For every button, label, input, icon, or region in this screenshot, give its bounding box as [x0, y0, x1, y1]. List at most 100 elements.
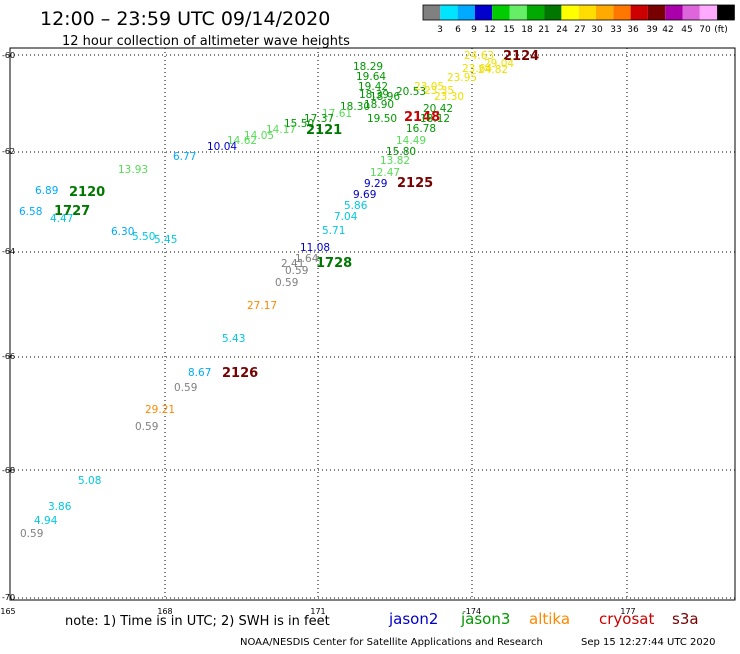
wave-height-label: 14.62	[227, 135, 257, 147]
legend-label: 42	[662, 25, 673, 35]
wave-height-label: 18.96	[370, 91, 400, 103]
wave-height-label: 0.59	[275, 277, 298, 289]
legend-label: 24	[556, 25, 568, 35]
legend-label: (ft)	[714, 25, 728, 35]
legend-label: 70	[699, 25, 711, 35]
color-legend: 3 6 9 12 15 18 21 24 27 30 33 36 39 42 45 70 (ft)	[422, 4, 735, 35]
wave-height-label: 9.29	[364, 178, 387, 190]
observation-time-label: 2120	[69, 185, 105, 200]
wave-height-label: 8.67	[188, 367, 211, 379]
observation-time-label: 2125	[397, 176, 433, 191]
legend-label: 36	[627, 25, 639, 35]
latitude-label: -66	[2, 352, 15, 361]
wave-height-label: 23.30	[434, 91, 464, 103]
wave-height-label: 18.90	[364, 99, 394, 111]
legend-label: 6	[455, 25, 461, 35]
legend-label: 27	[574, 25, 585, 35]
wave-height-label: 0.59	[174, 382, 197, 394]
wave-height-label: 19.50	[367, 113, 397, 125]
wave-height-label: 4.94	[34, 515, 58, 527]
satellite-name: cryosat	[599, 610, 654, 628]
wave-height-label: 18.29	[353, 61, 383, 73]
observation-time-label: 2121	[306, 123, 342, 138]
wave-height-label: 19.42	[358, 81, 388, 93]
wave-height-label: 12.47	[370, 167, 400, 179]
wave-height-label: 23.95	[447, 72, 477, 84]
wave-height-label: 11.08	[300, 242, 330, 254]
wave-height-label: 2.41	[281, 258, 304, 270]
wave-height-label: 5.71	[322, 225, 345, 237]
legend-label: 39	[646, 25, 658, 35]
legend-swatch	[457, 5, 475, 20]
legend-swatch	[509, 5, 527, 20]
wave-height-label: 29.21	[145, 404, 175, 416]
legend-swatch	[440, 5, 458, 20]
longitude-label: 165	[0, 607, 15, 616]
legend-swatch	[613, 5, 631, 20]
wave-height-label: 24.63	[464, 50, 494, 62]
legend-swatch	[492, 5, 510, 20]
wave-height-label: 6.58	[19, 206, 42, 218]
longitude-label: 171	[310, 607, 325, 616]
legend-swatch	[665, 5, 683, 20]
legend-swatch	[699, 5, 718, 20]
wave-height-label: 5.45	[154, 234, 177, 246]
legend-swatch	[682, 5, 700, 20]
observation-time-label: 2148	[404, 110, 440, 125]
satellite-name: s3a	[672, 610, 699, 628]
wave-height-label: 14.05	[244, 130, 274, 142]
latitude-labels: -60 -62 -64 -66 -68 -70	[2, 51, 15, 602]
wave-height-label: 1.64	[295, 253, 319, 265]
legend-label: 45	[681, 25, 692, 35]
wave-height-label: 18.30	[340, 101, 370, 113]
observation-time-label: 1728	[316, 256, 352, 271]
legend-swatch	[544, 5, 562, 20]
wave-height-label: 23.35	[424, 85, 454, 97]
wave-height-label: 5.08	[78, 475, 101, 487]
wave-height-label: 5.86	[344, 200, 368, 212]
legend-label: 12	[484, 25, 495, 35]
latitude-label: -70	[2, 593, 15, 602]
footer-note: note: 1) Time is in UTC; 2) SWH is in fe…	[65, 614, 330, 629]
legend-swatch	[561, 5, 579, 20]
wave-height-label: 17.61	[322, 108, 352, 120]
legend-label: 15	[503, 25, 514, 35]
longitude-labels: 165 168 171 -174 177	[0, 607, 635, 616]
legend-swatch	[423, 5, 441, 20]
wave-height-label: 13.82	[380, 155, 410, 167]
legend-label: 9	[471, 25, 477, 35]
wave-height-label: 5.43	[222, 333, 245, 345]
wave-height-label: 0.59	[135, 421, 158, 433]
wave-height-label: 14.17	[266, 124, 296, 136]
legend-label: 21	[538, 25, 549, 35]
wave-height-label: 24.82	[478, 64, 508, 76]
wave-height-label: 4.47	[50, 213, 73, 225]
satellite-name: jason3	[460, 610, 510, 628]
wave-height-label: 27.17	[247, 300, 277, 312]
observation-time-label: 2126	[222, 366, 258, 381]
page-title: 12:00 – 23:59 UTC 09/14/2020	[40, 8, 330, 30]
wave-height-label: 17.37	[304, 113, 334, 125]
satellite-name: altika	[529, 610, 570, 628]
longitude-label: -174	[463, 607, 481, 616]
wave-height-label: 15.50	[284, 118, 314, 130]
longitude-label: 177	[620, 607, 635, 616]
footer-credit: NOAA/NESDIS Center for Satellite Applica…	[240, 637, 543, 648]
latitude-label: -60	[2, 51, 15, 60]
wave-height-label: 19.64	[356, 71, 386, 83]
legend-swatch	[647, 5, 666, 20]
wave-height-label: 6.89	[35, 185, 58, 197]
legend-label: 18	[521, 25, 533, 35]
wave-height-label: 3.86	[48, 501, 72, 513]
legend-label: 33	[610, 25, 621, 35]
map-frame	[9, 47, 736, 601]
latitude-label: -68	[2, 466, 15, 475]
legend-swatch	[717, 5, 735, 20]
legend-label: 3	[437, 25, 443, 35]
latitude-label: -62	[2, 147, 15, 156]
wave-height-label: 15.80	[386, 146, 416, 158]
observation-labels: 24.63 212429.0424.8223.6423.9523.0523.352…	[19, 49, 539, 540]
wave-height-label: 18.12	[420, 113, 450, 125]
